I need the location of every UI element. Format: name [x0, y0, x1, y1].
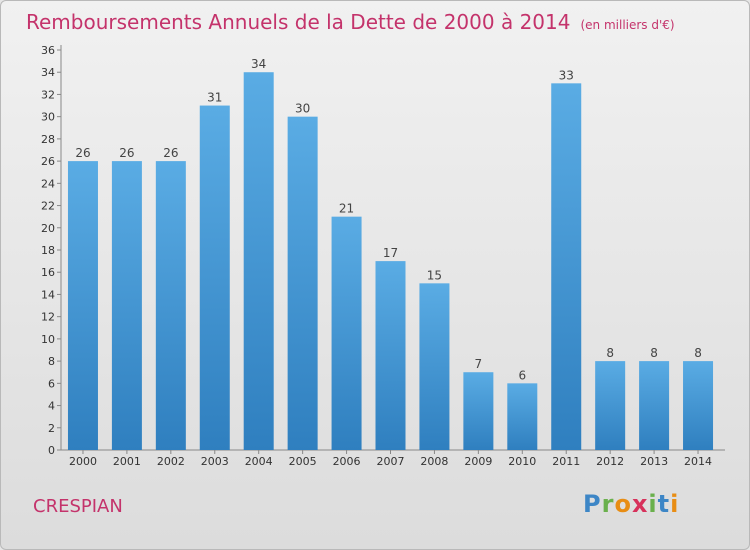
y-tick-label: 16 [41, 266, 55, 279]
x-tick-label: 2014 [684, 455, 712, 468]
x-tick-label: 2004 [245, 455, 273, 468]
commune-name: CRESPIAN [33, 496, 123, 517]
bar-2004 [243, 72, 274, 450]
bar-2009 [463, 372, 494, 450]
bar-2014 [683, 361, 714, 450]
bar-2002 [155, 161, 186, 450]
value-label: 33 [559, 68, 574, 82]
x-tick-label: 2007 [377, 455, 405, 468]
bar-2007 [375, 261, 406, 450]
value-label: 21 [339, 202, 354, 216]
x-tick-label: 2012 [596, 455, 624, 468]
value-label: 7 [475, 357, 483, 371]
bar-2006 [331, 216, 362, 450]
value-label: 17 [383, 246, 398, 260]
y-tick-label: 28 [41, 133, 55, 146]
y-tick-label: 30 [41, 111, 55, 124]
bar-2008 [419, 283, 450, 450]
value-label: 6 [518, 368, 526, 382]
y-tick-label: 10 [41, 333, 55, 346]
bar-2005 [287, 116, 318, 451]
y-tick-label: 34 [41, 66, 55, 79]
value-label: 34 [251, 57, 266, 71]
x-tick-label: 2002 [157, 455, 185, 468]
x-tick-label: 2001 [113, 455, 141, 468]
value-label: 26 [75, 146, 90, 160]
y-tick-label: 24 [41, 177, 55, 190]
bar-2011 [551, 83, 582, 450]
x-tick-label: 2009 [464, 455, 492, 468]
value-label: 26 [119, 146, 134, 160]
y-tick-label: 12 [41, 311, 55, 324]
x-tick-label: 2008 [420, 455, 448, 468]
value-label: 31 [207, 91, 222, 105]
y-tick-label: 14 [41, 288, 55, 301]
x-tick-label: 2003 [201, 455, 229, 468]
y-tick-label: 36 [41, 44, 55, 57]
title-text: Remboursements Annuels de la Dette de 20… [26, 10, 571, 34]
y-tick-label: 32 [41, 88, 55, 101]
x-tick-label: 2013 [640, 455, 668, 468]
x-tick-label: 2011 [552, 455, 580, 468]
y-tick-label: 6 [48, 377, 55, 390]
bar-2013 [639, 361, 670, 450]
value-label: 26 [163, 146, 178, 160]
unit-label: (en milliers d'€) [580, 18, 675, 32]
proxiti-logo: Proxiti [583, 490, 680, 518]
bar-2000 [67, 161, 98, 450]
y-tick-label: 2 [48, 422, 55, 435]
x-tick-label: 2010 [508, 455, 536, 468]
bar-2010 [507, 383, 538, 450]
y-tick-label: 18 [41, 244, 55, 257]
y-tick-label: 8 [48, 355, 55, 368]
value-label: 8 [606, 346, 614, 360]
y-tick-label: 26 [41, 155, 55, 168]
value-label: 8 [650, 346, 658, 360]
chart-title: Remboursements Annuels de la Dette de 20… [26, 10, 675, 34]
bar-2003 [199, 105, 230, 451]
y-tick-label: 20 [41, 222, 55, 235]
x-tick-label: 2006 [333, 455, 361, 468]
bar-2012 [595, 361, 626, 450]
value-label: 30 [295, 102, 310, 116]
bar-2001 [111, 161, 142, 450]
value-label: 8 [694, 346, 702, 360]
x-tick-label: 2005 [289, 455, 317, 468]
y-tick-label: 4 [48, 400, 55, 413]
x-tick-label: 2000 [69, 455, 97, 468]
y-tick-label: 22 [41, 200, 55, 213]
value-label: 15 [427, 268, 442, 282]
y-tick-label: 0 [48, 444, 55, 457]
